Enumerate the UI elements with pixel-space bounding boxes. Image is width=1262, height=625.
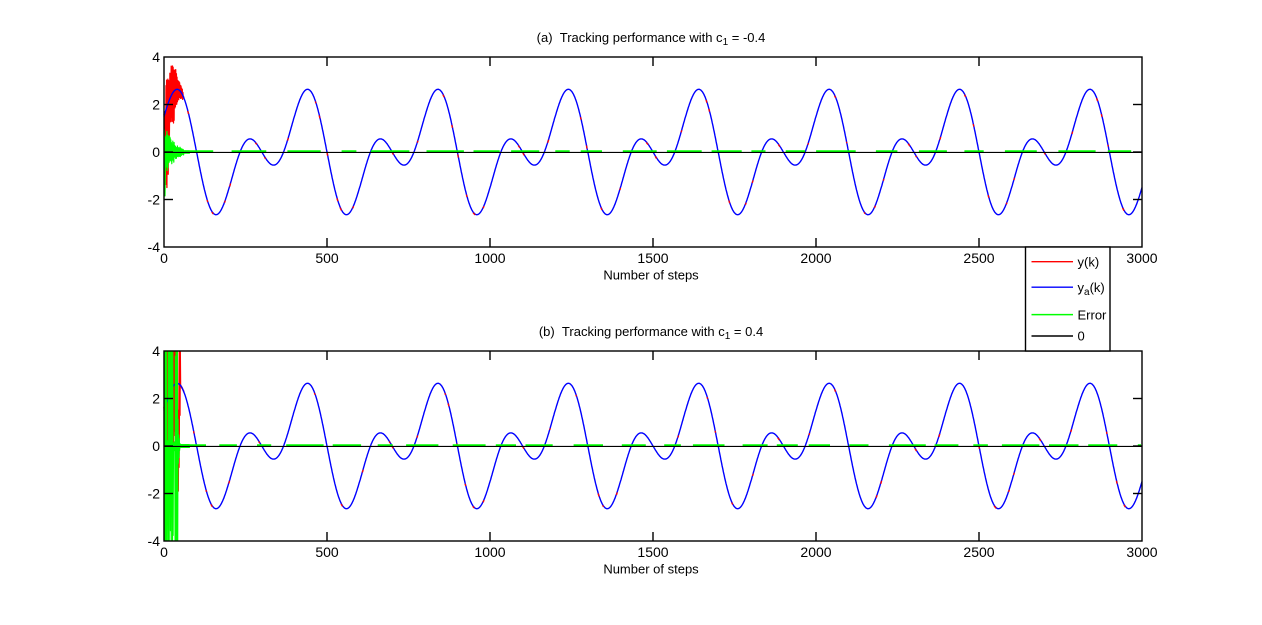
svg-text:4: 4 <box>152 343 160 359</box>
svg-text:Number of steps: Number of steps <box>603 562 699 577</box>
svg-text:Number of steps: Number of steps <box>603 268 699 283</box>
svg-text:2500: 2500 <box>963 544 994 560</box>
svg-text:3000: 3000 <box>1126 544 1157 560</box>
svg-text:2000: 2000 <box>800 250 831 266</box>
svg-text:1500: 1500 <box>637 250 668 266</box>
svg-text:y(k): y(k) <box>1078 254 1100 269</box>
svg-text:0: 0 <box>160 544 168 560</box>
svg-text:0: 0 <box>152 438 160 454</box>
svg-text:2000: 2000 <box>800 544 831 560</box>
svg-text:0: 0 <box>152 144 160 160</box>
svg-text:1000: 1000 <box>474 250 505 266</box>
svg-text:-4: -4 <box>148 239 161 255</box>
svg-text:0: 0 <box>1078 329 1085 344</box>
svg-text:-2: -2 <box>148 191 161 207</box>
svg-text:1000: 1000 <box>474 544 505 560</box>
svg-text:-4: -4 <box>148 533 161 549</box>
svg-text:-2: -2 <box>148 485 161 501</box>
svg-text:Error: Error <box>1078 307 1108 322</box>
svg-text:2500: 2500 <box>963 250 994 266</box>
svg-text:3000: 3000 <box>1126 250 1157 266</box>
svg-text:4: 4 <box>152 49 160 65</box>
svg-text:500: 500 <box>315 250 339 266</box>
svg-text:2: 2 <box>152 390 160 406</box>
svg-text:0: 0 <box>160 250 168 266</box>
svg-text:500: 500 <box>315 544 339 560</box>
svg-text:2: 2 <box>152 96 160 112</box>
svg-text:1500: 1500 <box>637 544 668 560</box>
